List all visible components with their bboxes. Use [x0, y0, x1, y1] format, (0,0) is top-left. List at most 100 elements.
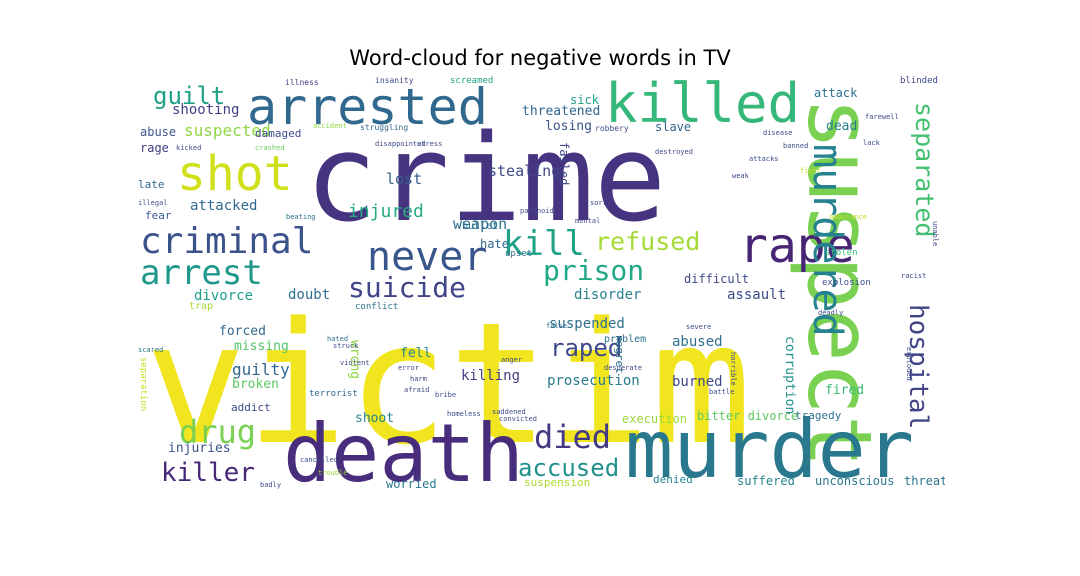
cloud-word: drug: [179, 413, 257, 451]
cloud-word: destroyed: [655, 148, 693, 156]
cloud-word: explosion: [822, 278, 871, 288]
cloud-word: forced: [219, 324, 266, 339]
cloud-word: suspension: [524, 476, 591, 489]
cloud-word: refused: [595, 227, 701, 256]
cloud-word: separated: [910, 102, 939, 238]
cloud-word: assault: [727, 287, 787, 303]
cloud-word: raped: [550, 334, 623, 362]
cloud-word: robbery: [595, 124, 629, 133]
cloud-word: attack: [814, 86, 858, 100]
cloud-word: deadly: [818, 309, 844, 317]
cloud-word: cancelled: [300, 456, 338, 464]
cloud-word: suffered: [737, 474, 795, 488]
cloud-word: suicide: [348, 271, 467, 304]
cloud-word: prosecution: [547, 373, 640, 389]
cloud-word: corruption: [782, 336, 797, 415]
cloud-word: harm: [410, 375, 427, 383]
cloud-word: conflict: [355, 302, 399, 312]
cloud-word: failed: [557, 142, 571, 186]
cloud-word: severe: [686, 323, 712, 331]
cloud-word: weapon: [453, 215, 508, 233]
cloud-word: died: [534, 418, 612, 456]
cloud-word: exploded: [905, 347, 913, 381]
cloud-word: disappointed: [375, 140, 426, 148]
cloud-word: hate: [480, 237, 509, 251]
cloud-word: fired: [825, 383, 865, 398]
cloud-word: attacks: [749, 155, 779, 163]
cloud-word: crime: [305, 110, 667, 249]
cloud-word: abused: [672, 334, 723, 350]
cloud-word: ambulance: [829, 213, 867, 221]
cloud-word: addict: [231, 401, 271, 414]
cloud-word: divorce: [194, 288, 254, 304]
cloud-word: horrible: [729, 352, 737, 386]
cloud-word: rage: [140, 141, 169, 155]
cloud-word: rape: [739, 218, 855, 274]
cloud-word: kicked: [176, 144, 202, 152]
cloud-word: battle: [709, 388, 735, 396]
cloud-word: abuse: [140, 125, 177, 139]
cloud-word: anger: [501, 356, 523, 364]
cloud-word: criminal: [140, 221, 314, 262]
cloud-word: death: [283, 407, 524, 500]
cloud-word: homeless: [447, 410, 481, 418]
cloud-word: desperate: [604, 364, 642, 372]
cloud-word: problem: [604, 334, 647, 345]
cloud-word: damaged: [255, 127, 302, 140]
cloud-word: never: [367, 234, 488, 280]
cloud-word: burned: [672, 374, 723, 390]
cloud-word: losing: [545, 119, 592, 134]
cloud-word: guilty: [232, 360, 290, 379]
cloud-word: lack: [863, 139, 880, 147]
cloud-word: scared: [138, 346, 164, 354]
cloud-word: screamed: [450, 76, 494, 86]
cloud-word: mental: [575, 217, 601, 225]
cloud-word: weak: [732, 172, 749, 180]
cloud-word: execution: [622, 412, 688, 426]
cloud-word: disorder: [574, 287, 642, 303]
cloud-word: threatened: [522, 104, 601, 119]
cloud-word: arrest: [140, 253, 263, 293]
cloud-word: illness: [285, 78, 319, 87]
cloud-word: late: [138, 178, 165, 191]
cloud-word: threat: [904, 474, 945, 488]
cloud-word: attacked: [190, 198, 258, 214]
cloud-word: hated: [327, 335, 349, 343]
cloud-word: violent: [340, 359, 370, 367]
cloud-word: difficult: [684, 272, 750, 286]
cloud-word: killer: [161, 458, 255, 488]
cloud-word: separation: [138, 357, 148, 412]
cloud-word: dead: [826, 119, 858, 134]
cloud-word: fight: [800, 167, 822, 175]
cloud-word: beating: [286, 213, 316, 221]
cloud-word: suspended: [549, 316, 625, 332]
cloud-word: struck: [333, 342, 359, 350]
cloud-word: murder: [625, 403, 914, 496]
cloud-word: unconscious: [815, 474, 895, 488]
cloud-word: shot: [177, 146, 293, 202]
cloud-word: struggling: [360, 123, 409, 132]
cloud-word: crashed: [255, 144, 285, 152]
cloud-word: prison: [543, 254, 645, 287]
cloud-word: broken: [232, 377, 279, 392]
cloud-word: illegal: [138, 199, 168, 207]
word-cloud: victim crime suspect murder death killed arres…: [135, 72, 945, 502]
cloud-word: saddened: [492, 408, 526, 416]
cloud-word: banned: [783, 142, 809, 150]
cloud-word: killing: [461, 368, 521, 384]
cloud-word: doubt: [288, 287, 331, 303]
cloud-word: stress: [417, 140, 443, 148]
cloud-word: trap: [189, 301, 214, 312]
cloud-word: upset: [505, 249, 533, 259]
cloud-word: injuries: [168, 441, 231, 456]
cloud-word: trouble: [318, 469, 348, 477]
cloud-word: guilt: [153, 82, 226, 110]
cloud-word: false: [546, 322, 568, 330]
cloud-word: worried: [386, 477, 437, 491]
cloud-word: denied: [653, 473, 693, 486]
cloud-word: injured: [348, 201, 424, 222]
cloud-word: error: [398, 364, 420, 372]
cloud-word: shoot: [355, 411, 395, 426]
cloud-word: badly: [260, 481, 282, 489]
cloud-word: disease: [763, 129, 793, 137]
